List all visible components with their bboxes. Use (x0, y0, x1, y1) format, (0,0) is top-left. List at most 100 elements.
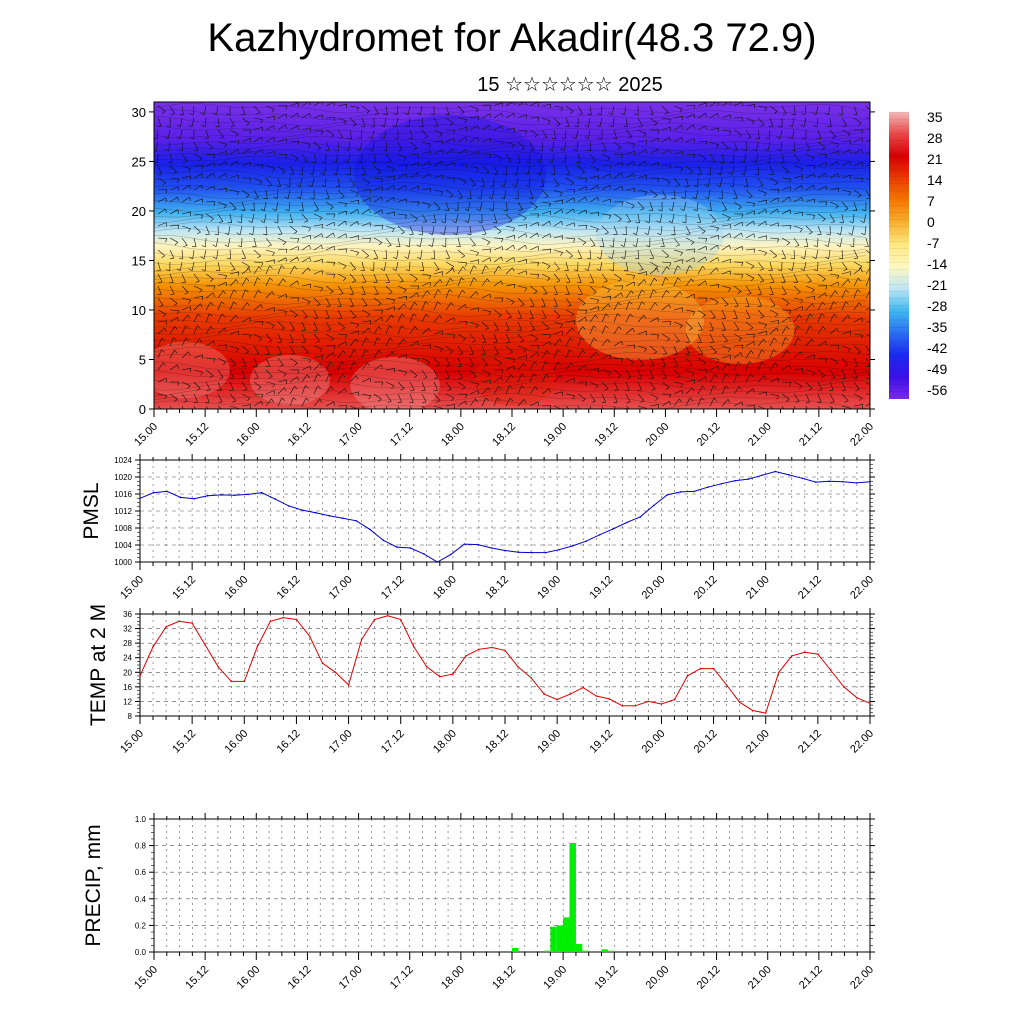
wind-barb (193, 213, 203, 216)
wind-barb-flag (617, 147, 622, 151)
wind-barb (769, 309, 779, 315)
wind-barb (793, 405, 796, 409)
x-tick-label: 16.00 (234, 964, 262, 992)
wind-barb (289, 357, 298, 364)
data-point (426, 666, 428, 668)
wind-barb-flag (437, 289, 441, 293)
wind-barb (553, 129, 556, 139)
wind-barb (385, 273, 390, 283)
wind-barb-flag (450, 266, 454, 270)
wind-barb (169, 350, 175, 359)
wind-barb (841, 393, 849, 401)
wind-barb-flag (741, 222, 743, 227)
wind-barb (757, 321, 767, 325)
wind-barb (180, 117, 183, 127)
wind-barb-flag (604, 232, 609, 235)
wind-barb-flag (604, 388, 609, 391)
wind-barb-flag (782, 293, 787, 295)
wind-barb-flag (560, 107, 564, 112)
wind-barb (625, 327, 633, 335)
wind-barb (313, 373, 318, 383)
wind-barb-flag (501, 125, 503, 130)
wind-barb (709, 267, 717, 275)
wind-barb (277, 293, 287, 299)
wind-barb-flag (405, 173, 407, 178)
wind-barb-flag (657, 317, 659, 322)
wind-barb (589, 297, 599, 301)
wind-barb-flag (464, 304, 467, 309)
wind-barb-flag (285, 248, 288, 253)
wind-barb-flag (177, 225, 180, 230)
wind-barb (805, 303, 813, 311)
x-tick-label: 15.12 (183, 421, 211, 449)
wind-barb-flag (812, 303, 815, 308)
wind-barb-flag (512, 184, 517, 188)
wind-barb-flag (478, 116, 480, 121)
wind-barb (193, 303, 201, 311)
wind-barb (757, 249, 767, 253)
wind-barb (444, 213, 447, 224)
wind-barb-flag (837, 188, 840, 193)
wind-barb (745, 233, 755, 239)
wind-barb-flag (873, 401, 874, 405)
wind-barb-flag (503, 209, 508, 212)
y-tick-label: 0.4 (135, 895, 147, 904)
wind-barb (673, 259, 683, 263)
wind-barb (469, 277, 474, 287)
wind-barb (493, 345, 499, 354)
wind-barb (228, 225, 231, 235)
colorbar-label: 35 (927, 109, 943, 125)
wind-barb (541, 129, 548, 138)
wind-barb-flag (353, 361, 357, 365)
x-tick-label: 19.12 (587, 574, 615, 602)
wind-barb (191, 117, 195, 127)
wind-barb-flag (404, 256, 409, 260)
wind-barb-flag (561, 209, 563, 214)
wind-barb-flag (849, 149, 851, 154)
wind-barb-flag (606, 157, 611, 162)
wind-barb (841, 357, 849, 365)
wind-barb (253, 304, 262, 311)
wind-barb (277, 379, 287, 383)
wind-barb-flag (308, 359, 312, 364)
wind-barb (803, 261, 807, 271)
wind-barb (361, 337, 367, 347)
wind-barb-flag (693, 248, 696, 253)
wind-barb (361, 362, 368, 371)
wind-barb-flag (498, 385, 502, 390)
wind-barb (397, 338, 404, 347)
wind-barb (349, 209, 358, 215)
wind-barb (433, 357, 441, 365)
wind-barb (841, 405, 851, 409)
contour-line (154, 254, 867, 265)
wind-barb (265, 277, 270, 287)
wind-barb (589, 314, 596, 323)
wind-barb-flag (356, 324, 359, 329)
wind-barb (553, 235, 563, 239)
wind-barb (181, 381, 191, 386)
precip-bar (550, 926, 557, 952)
wind-barb (791, 261, 795, 271)
wind-barb-flag (677, 277, 681, 281)
colorbar-label: -35 (927, 319, 947, 335)
wind-barb-flag (165, 148, 169, 152)
data-point (206, 494, 209, 497)
wind-barb-flag (224, 144, 227, 148)
wind-barb-flag (414, 326, 418, 330)
data-point (801, 477, 804, 480)
wind-barb (755, 153, 759, 163)
wind-barb-flag (249, 232, 253, 236)
wind-barb (709, 235, 719, 239)
wind-barb (721, 129, 731, 132)
wind-barb (192, 249, 195, 259)
wind-barb-flag (297, 376, 299, 381)
wind-barb-flag (297, 297, 300, 302)
wind-barb-flag (693, 124, 695, 129)
wind-barb (745, 350, 752, 359)
wind-barb (673, 151, 683, 155)
wind-barb (229, 289, 234, 299)
wind-barb-flag (377, 303, 382, 306)
wind-barb (769, 177, 778, 183)
wind-barb-flag (200, 215, 204, 219)
wind-barb-flag (618, 278, 622, 282)
